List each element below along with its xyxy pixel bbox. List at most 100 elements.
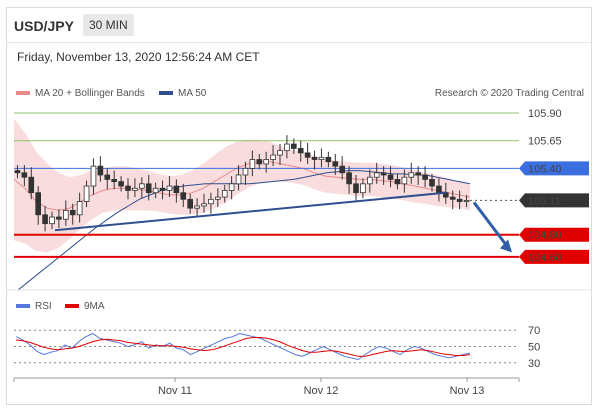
candle-body	[456, 198, 463, 202]
candle-body	[194, 205, 200, 209]
candle-body	[401, 176, 408, 185]
candle-body	[353, 183, 359, 194]
candle-body	[63, 209, 69, 220]
main-plot: 105.90 105.65 105.40 105.11 104.80 104.60	[13, 108, 589, 291]
candle-body	[270, 154, 276, 160]
ma20-legend-swatch	[16, 91, 30, 95]
candle-body	[360, 183, 366, 194]
candle-body	[415, 172, 422, 176]
candle-body	[311, 156, 318, 160]
level-label-105.40: 105.40	[528, 163, 562, 175]
candle-body	[159, 187, 166, 191]
nine-ma-legend-label: 9MA	[84, 301, 105, 312]
candle-body	[304, 152, 311, 158]
candle-body	[394, 179, 401, 185]
candle-body	[380, 172, 387, 176]
candle-body	[28, 176, 35, 194]
candle-body	[346, 172, 352, 185]
candle-body	[463, 200, 470, 202]
candle-body	[145, 183, 152, 194]
candle-body	[49, 216, 55, 225]
candle-body	[332, 161, 339, 167]
rsi-plot: 70 50 30	[14, 325, 540, 370]
candle-body	[297, 148, 304, 154]
symbol-label: USD/JPY	[14, 18, 74, 34]
trend-line	[54, 191, 447, 232]
candle-body	[118, 181, 124, 187]
candle-body	[69, 209, 76, 216]
candle-body	[249, 159, 256, 169]
rsi-level-label-70: 70	[528, 325, 540, 337]
candle-body	[132, 187, 138, 191]
candle-body	[373, 172, 380, 178]
candle-body	[290, 143, 297, 149]
x-tick-label: Nov 13	[450, 385, 485, 397]
level-badge-105.40	[519, 161, 589, 176]
x-axis: Nov 11 Nov 12 Nov 13	[13, 378, 520, 397]
forecast-arrow	[472, 201, 510, 249]
forecast-arrowhead	[500, 239, 512, 253]
candle-body	[325, 156, 332, 163]
candle-body	[214, 196, 221, 200]
candle-body	[42, 214, 48, 225]
candle-body	[429, 179, 435, 187]
ma20-legend-label: MA 20 + Bollinger Bands	[35, 88, 145, 99]
candle-body	[449, 196, 456, 200]
bollinger-band	[14, 118, 470, 253]
candle-body	[263, 159, 270, 165]
candle-body	[111, 179, 117, 183]
rsi-line	[15, 332, 471, 361]
rsi-level-label-50: 50	[528, 342, 540, 354]
rsi-legend-swatch	[16, 304, 30, 308]
candle-body	[138, 183, 145, 189]
candle-body	[83, 185, 90, 202]
x-tick-label: Nov 12	[304, 385, 339, 397]
candle-body	[21, 172, 28, 178]
nine-ma-line	[15, 337, 471, 357]
candle-body	[208, 198, 214, 205]
level-label-104.80: 104.80	[528, 230, 562, 242]
candle-body	[173, 185, 180, 194]
rsi-legend-label: RSI	[35, 301, 52, 312]
candle-body	[125, 185, 131, 191]
candle-body	[201, 203, 207, 207]
candle-body	[76, 201, 83, 216]
level-badge-104.60	[519, 249, 589, 264]
level-badge-104.80	[519, 227, 589, 242]
nine-ma-legend-swatch	[65, 304, 79, 308]
candle-body	[235, 174, 242, 185]
candle-body	[14, 170, 21, 174]
x-tick-label: Nov 11	[158, 385, 192, 397]
candle-body	[221, 190, 228, 198]
ma50-line	[17, 170, 471, 291]
candle-body	[387, 174, 394, 180]
candle-body	[97, 165, 104, 176]
candle-body	[339, 165, 346, 174]
ma50-legend-swatch	[159, 91, 173, 95]
candle-body	[422, 174, 428, 180]
level-label-105.90: 105.90	[528, 108, 562, 120]
candle-body	[166, 185, 173, 191]
candle-body	[35, 192, 42, 216]
level-label-105.11: 105.11	[528, 195, 561, 207]
interval-selector[interactable]: 30 MIN	[83, 14, 134, 36]
candle-body	[104, 174, 111, 180]
candle-body	[152, 187, 159, 194]
candle-body	[408, 172, 415, 178]
candle-body	[436, 185, 442, 194]
candle-body	[366, 176, 373, 185]
candle-body	[56, 216, 62, 220]
candle-body	[284, 143, 290, 152]
level-badge-105.11	[519, 193, 589, 208]
candle-body	[228, 183, 235, 191]
candle-body	[318, 156, 325, 160]
candle-body	[242, 167, 249, 176]
candle-body	[256, 159, 263, 165]
chart-header: USD/JPY 30 MIN	[7, 8, 591, 43]
ma20-line	[13, 161, 471, 211]
chart-datetime: Friday, November 13, 2020 12:56:24 AM CE…	[17, 50, 260, 64]
candle-body	[180, 192, 187, 200]
candle-body	[90, 165, 97, 187]
level-label-104.60: 104.60	[528, 252, 562, 264]
